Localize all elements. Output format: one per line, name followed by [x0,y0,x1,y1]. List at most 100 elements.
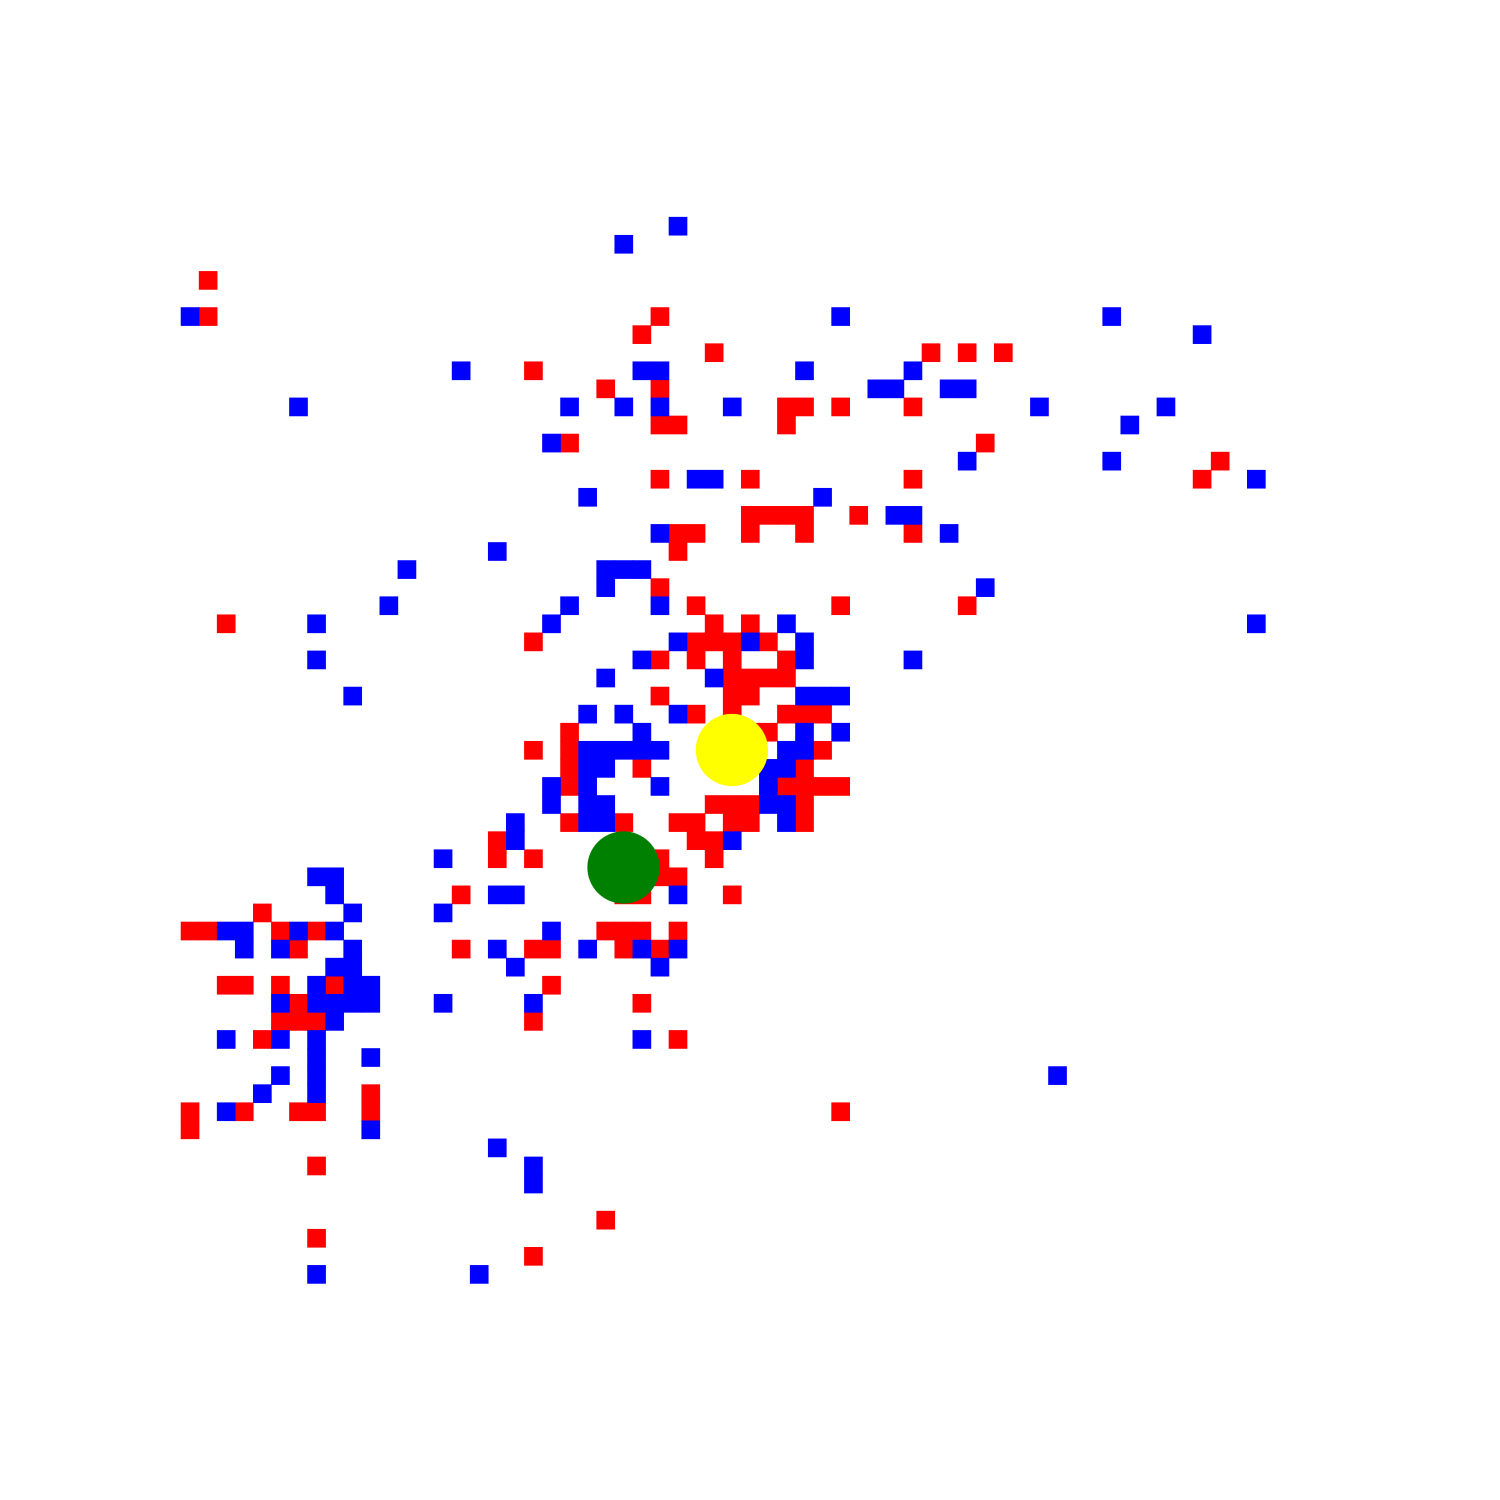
blue-piece[interactable] [307,1030,326,1049]
red-piece[interactable] [632,759,652,778]
blue-piece[interactable] [650,361,670,381]
red-piece[interactable] [795,777,814,796]
red-piece[interactable] [180,1120,200,1140]
red-piece[interactable] [813,777,832,796]
red-piece[interactable] [289,993,308,1013]
blue-piece[interactable] [487,542,507,561]
blue-piece[interactable] [487,1138,507,1158]
red-piece[interactable] [831,596,850,616]
blue-piece[interactable] [307,975,326,995]
blue-piece[interactable] [469,1265,489,1284]
blue-piece[interactable] [668,704,688,724]
blue-piece[interactable] [234,939,254,959]
blue-piece[interactable] [777,813,796,832]
blue-piece[interactable] [632,740,652,760]
blue-piece[interactable] [831,686,850,706]
red-piece[interactable] [759,668,778,688]
blue-piece[interactable] [542,433,561,453]
blue-piece[interactable] [650,777,670,796]
red-piece[interactable] [524,939,543,959]
red-piece[interactable] [650,578,670,597]
blue-piece[interactable] [487,885,507,905]
red-piece[interactable] [289,1102,308,1122]
blue-piece[interactable] [361,1120,381,1140]
blue-piece[interactable] [939,524,959,543]
red-piece[interactable] [740,668,760,688]
red-piece[interactable] [957,343,977,363]
blue-piece[interactable] [596,759,616,778]
blue-piece[interactable] [704,469,724,489]
blue-piece[interactable] [289,397,308,417]
red-piece[interactable] [1192,469,1212,489]
red-piece[interactable] [759,506,778,525]
blue-piece[interactable] [307,1048,326,1067]
blue-piece[interactable] [343,975,363,995]
blue-piece[interactable] [903,506,923,525]
blue-piece[interactable] [686,469,706,489]
red-piece[interactable] [198,921,218,941]
red-piece[interactable] [759,632,778,652]
blue-piece[interactable] [307,867,326,887]
red-piece[interactable] [632,993,652,1013]
red-piece[interactable] [361,1102,381,1122]
red-piece[interactable] [795,759,814,778]
blue-piece[interactable] [614,234,634,254]
blue-piece[interactable] [1246,614,1266,634]
blue-piece[interactable] [596,813,616,832]
blue-piece[interactable] [596,668,616,688]
blue-piece[interactable] [343,939,363,959]
red-piece[interactable] [903,469,923,489]
red-piece[interactable] [704,614,724,634]
blue-piece[interactable] [957,379,977,399]
red-piece[interactable] [487,831,507,850]
red-piece[interactable] [777,777,796,796]
red-piece[interactable] [740,614,760,634]
blue-piece[interactable] [795,650,814,670]
blue-piece[interactable] [596,560,616,579]
red-piece[interactable] [722,813,742,832]
blue-piece[interactable] [578,939,597,959]
blue-piece[interactable] [343,903,363,923]
red-piece[interactable] [921,343,941,363]
blue-piece[interactable] [506,813,525,832]
blue-piece[interactable] [668,632,688,652]
red-piece[interactable] [813,704,832,724]
red-piece[interactable] [614,921,634,941]
red-piece[interactable] [560,740,579,760]
red-piece[interactable] [307,1102,326,1122]
blue-piece[interactable] [632,939,652,959]
blue-piece[interactable] [361,1048,381,1067]
blue-piece[interactable] [524,1174,543,1194]
red-piece[interactable] [650,650,670,670]
red-piece[interactable] [686,632,706,652]
blue-piece[interactable] [307,993,326,1013]
blue-piece[interactable] [325,885,344,905]
red-piece[interactable] [253,1030,272,1049]
blue-piece[interactable] [542,777,561,796]
blue-piece[interactable] [560,397,579,417]
blue-piece[interactable] [813,686,832,706]
red-piece[interactable] [650,307,670,326]
blue-piece[interactable] [831,307,850,326]
blue-piece[interactable] [578,704,597,724]
blue-piece[interactable] [578,740,597,760]
red-piece[interactable] [650,939,670,959]
red-piece[interactable] [271,975,290,995]
blue-piece[interactable] [668,216,688,236]
blue-piece[interactable] [650,397,670,417]
blue-piece[interactable] [777,795,796,814]
blue-piece[interactable] [343,993,363,1013]
blue-piece[interactable] [307,1265,326,1284]
red-piece[interactable] [740,506,760,525]
red-piece[interactable] [180,921,200,941]
red-piece[interactable] [198,271,218,290]
red-piece[interactable] [795,397,814,417]
red-piece[interactable] [253,903,272,923]
red-piece[interactable] [777,668,796,688]
red-piece[interactable] [325,975,344,995]
red-piece[interactable] [524,361,543,381]
blue-piece[interactable] [578,795,597,814]
blue-piece[interactable] [1048,1066,1067,1085]
red-piece[interactable] [668,415,688,435]
